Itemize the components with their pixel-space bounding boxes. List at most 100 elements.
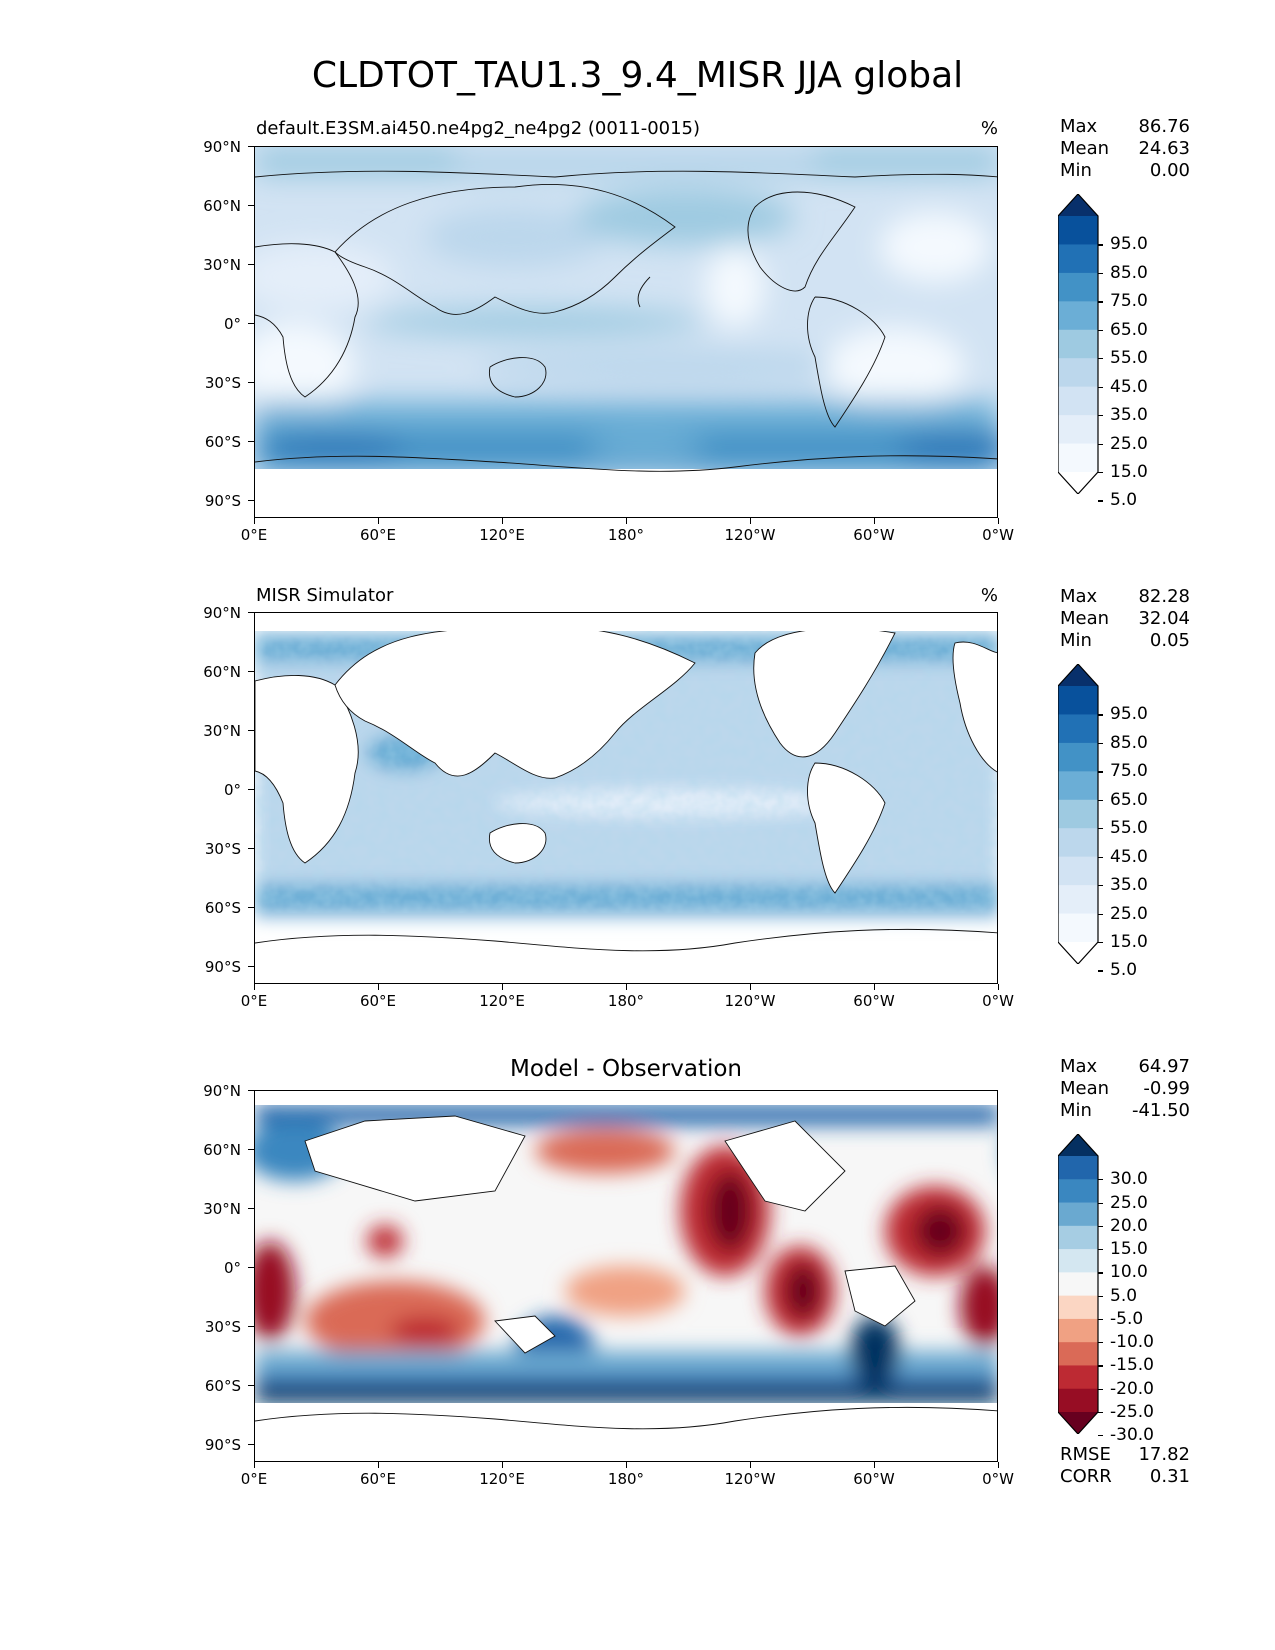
colorbar-tick — [1098, 386, 1103, 388]
stats-box: Max 82.28 Mean 32.04 Min 0.05 — [1060, 586, 1190, 652]
colorbar: 95.0 85.0 75.0 65.0 55.0 45.0 35.0 25.0 15.0 5.0 — [1057, 663, 1158, 980]
panel-title-center: Model - Observation — [509, 1056, 743, 1082]
stat-label: Mean — [1060, 138, 1110, 159]
colorbar-extend-bottom — [1058, 1412, 1098, 1434]
stat-value: 64.97 — [1138, 1056, 1190, 1077]
lat-label: 30°S — [204, 1318, 241, 1336]
colorbar-swatch — [1058, 1342, 1098, 1366]
colorbar-tick — [1098, 1342, 1103, 1344]
colorbar-tick-label: 35.0 — [1110, 875, 1148, 896]
lon-label: 60°W — [853, 992, 895, 1010]
lat-label: 90°S — [204, 492, 241, 510]
colorbar-tick-label: 15.0 — [1110, 1239, 1148, 1260]
lon-label: 60°W — [853, 1470, 895, 1488]
lon-label: 120°W — [724, 1470, 776, 1488]
colorbar-extend-bottom — [1058, 472, 1098, 494]
colorbar-tick-label: 35.0 — [1110, 405, 1148, 426]
colorbar-swatches — [1057, 193, 1099, 495]
colorbar-tick-label: -10.0 — [1110, 1332, 1154, 1353]
colorbar-tick — [1098, 1249, 1103, 1251]
colorbar-tick — [1098, 1365, 1103, 1367]
colorbar-tick — [1098, 771, 1103, 773]
stat-label: Mean — [1060, 608, 1110, 629]
lat-label: 60°S — [204, 433, 241, 451]
lon-label: 180° — [607, 1470, 645, 1488]
panel-title-left: default.E3SM.ai450.ne4pg2_ne4pg2 (0011-0… — [256, 118, 701, 139]
colorbar-swatch — [1058, 443, 1098, 473]
lon-label: 0°W — [982, 992, 1014, 1010]
colorbar-tick — [1098, 472, 1103, 474]
stat-value: -41.50 — [1131, 1100, 1190, 1121]
colorbar: 95.0 85.0 75.0 65.0 55.0 45.0 35.0 25.0 15.0 5.0 — [1057, 193, 1158, 510]
colorbar-swatch — [1058, 1179, 1098, 1204]
colorbar-swatch — [1058, 742, 1098, 772]
colorbar-swatches — [1057, 663, 1099, 965]
colorbar-swatch — [1058, 828, 1098, 858]
lon-label: 60°E — [359, 526, 397, 544]
colorbar-tick — [1098, 1318, 1103, 1321]
colorbar-extend-top — [1058, 194, 1098, 216]
lon-label: 0°W — [982, 1470, 1014, 1488]
colorbar-tick-label: 25.0 — [1110, 903, 1148, 924]
colorbar-swatch — [1058, 358, 1098, 388]
lat-label: 90°S — [204, 958, 241, 976]
stat-label: Min — [1060, 1100, 1092, 1121]
stat-label: Min — [1060, 630, 1092, 651]
colorbar-tick — [1098, 329, 1103, 331]
colorbar-tick-label: 25.0 — [1110, 433, 1148, 454]
colorbar-swatch — [1058, 1249, 1098, 1273]
colorbar-swatch — [1058, 856, 1098, 886]
colorbar-tick-label: 55.0 — [1110, 348, 1148, 369]
colorbar-tick — [1098, 1225, 1103, 1227]
colorbar-extend-top — [1058, 1134, 1098, 1156]
lon-label: 180° — [607, 992, 645, 1010]
colorbar-swatch — [1058, 1365, 1098, 1390]
lon-label: 120°W — [724, 992, 776, 1010]
colorbar-tick-label: 65.0 — [1110, 789, 1148, 810]
colorbar-tick — [1098, 828, 1103, 830]
colorbar-tick-label: 10.0 — [1110, 1262, 1148, 1283]
colorbar-tick — [1098, 244, 1103, 246]
metric-value: 0.31 — [1149, 1466, 1190, 1487]
colorbar-tick-label: 5.0 — [1110, 960, 1138, 981]
colorbar-swatch — [1058, 771, 1098, 801]
lat-label: 60°N — [203, 197, 241, 215]
colorbar-tick — [1098, 415, 1103, 417]
colorbar-tick — [1098, 1272, 1103, 1274]
panel-units: % — [980, 585, 998, 606]
metrics-box: RMSE 17.82 CORR 0.31 — [1060, 1444, 1190, 1488]
lon-label: 180° — [607, 526, 645, 544]
panel-units: % — [980, 118, 998, 139]
colorbar-tick-label: 45.0 — [1110, 846, 1148, 867]
colorbar-tick-label: 45.0 — [1110, 376, 1148, 397]
colorbar-tick-label: -15.0 — [1110, 1355, 1154, 1376]
stat-value: 0.05 — [1149, 630, 1190, 651]
colorbar-swatch — [1058, 913, 1098, 943]
colorbar-swatch — [1058, 1295, 1098, 1320]
stats-box: Max 86.76 Mean 24.63 Min 0.00 — [1060, 116, 1190, 182]
colorbar-tick — [1098, 1388, 1103, 1390]
colorbar-tick-label: 75.0 — [1110, 291, 1148, 312]
lat-label: 30°N — [203, 1200, 241, 1218]
colorbar-swatch — [1058, 415, 1098, 445]
lat-label: 90°S — [204, 1436, 241, 1454]
colorbar-swatch — [1058, 799, 1098, 829]
colorbar-tick-label: 65.0 — [1110, 319, 1148, 340]
colorbar-tick-label: -20.0 — [1110, 1378, 1154, 1399]
panel-model: default.E3SM.ai450.ne4pg2_ne4pg2 (0011-0… — [0, 0, 1275, 544]
panel-difference: Model - Observation — [0, 0, 1275, 1488]
lon-label: 60°E — [359, 992, 397, 1010]
colorbar-swatch — [1058, 244, 1098, 274]
colorbar-tick-label: 75.0 — [1110, 761, 1148, 782]
lat-label: 90°N — [203, 1082, 241, 1100]
colorbar-tick-label: 95.0 — [1110, 704, 1148, 725]
colorbar-tick — [1098, 301, 1103, 303]
colorbar-tick-label: 85.0 — [1110, 732, 1148, 753]
stat-value: 86.76 — [1138, 116, 1190, 137]
stat-label: Mean — [1060, 1078, 1110, 1099]
stat-label: Max — [1060, 586, 1098, 607]
lat-label: 30°S — [204, 374, 241, 392]
colorbar-tick-label: 95.0 — [1110, 234, 1148, 255]
colorbar-extend-bottom — [1058, 942, 1098, 964]
colorbar-tick — [1098, 970, 1103, 972]
